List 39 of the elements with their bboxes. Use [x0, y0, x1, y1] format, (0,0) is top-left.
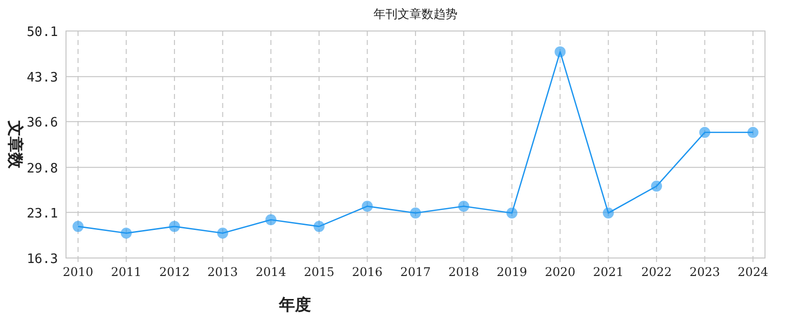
x-tick-label: 2023	[689, 265, 720, 279]
x-tick-label: 2017	[400, 265, 431, 279]
x-tick-label: 2014	[256, 265, 287, 279]
x-tick-label: 2024	[738, 265, 769, 279]
point	[168, 220, 180, 232]
point	[120, 228, 132, 239]
x-tick-label: 2010	[62, 265, 94, 279]
y-axis-title: 文章数	[6, 120, 25, 170]
x-tick-label: 2015	[304, 265, 334, 279]
point	[747, 126, 758, 138]
y-tick-label: 16.3	[26, 252, 58, 267]
x-axis-title: 年度	[278, 295, 311, 314]
y-tick-label: 23.1	[26, 206, 58, 222]
point	[410, 208, 421, 219]
point	[602, 208, 614, 219]
point	[362, 200, 373, 212]
point	[72, 220, 84, 232]
point	[651, 180, 662, 192]
chart-title: 年刊文章数趋势	[374, 7, 458, 21]
y-tick-label: 29.8	[26, 161, 58, 176]
point	[265, 214, 276, 226]
x-tick-label: 2022	[641, 265, 672, 279]
point	[699, 126, 710, 138]
point	[217, 228, 228, 239]
point	[554, 46, 566, 58]
x-tick-label: 2011	[110, 265, 142, 279]
point	[506, 208, 518, 219]
x-tick-label: 2019	[496, 265, 528, 279]
y-tick-label: 36.6	[26, 116, 58, 131]
x-tick-label: 2016	[352, 265, 383, 279]
y-tick-label: 50.1	[26, 25, 58, 40]
y-tick-label: 43.3	[26, 70, 58, 86]
x-tick-label: 2020	[544, 265, 576, 279]
x-tick-label: 2012	[159, 265, 190, 279]
point	[458, 200, 470, 212]
x-tick-label: 2013	[207, 265, 238, 279]
x-tick-label: 2021	[593, 265, 624, 279]
x-tick-label: 2018	[448, 265, 479, 279]
point	[314, 220, 325, 232]
